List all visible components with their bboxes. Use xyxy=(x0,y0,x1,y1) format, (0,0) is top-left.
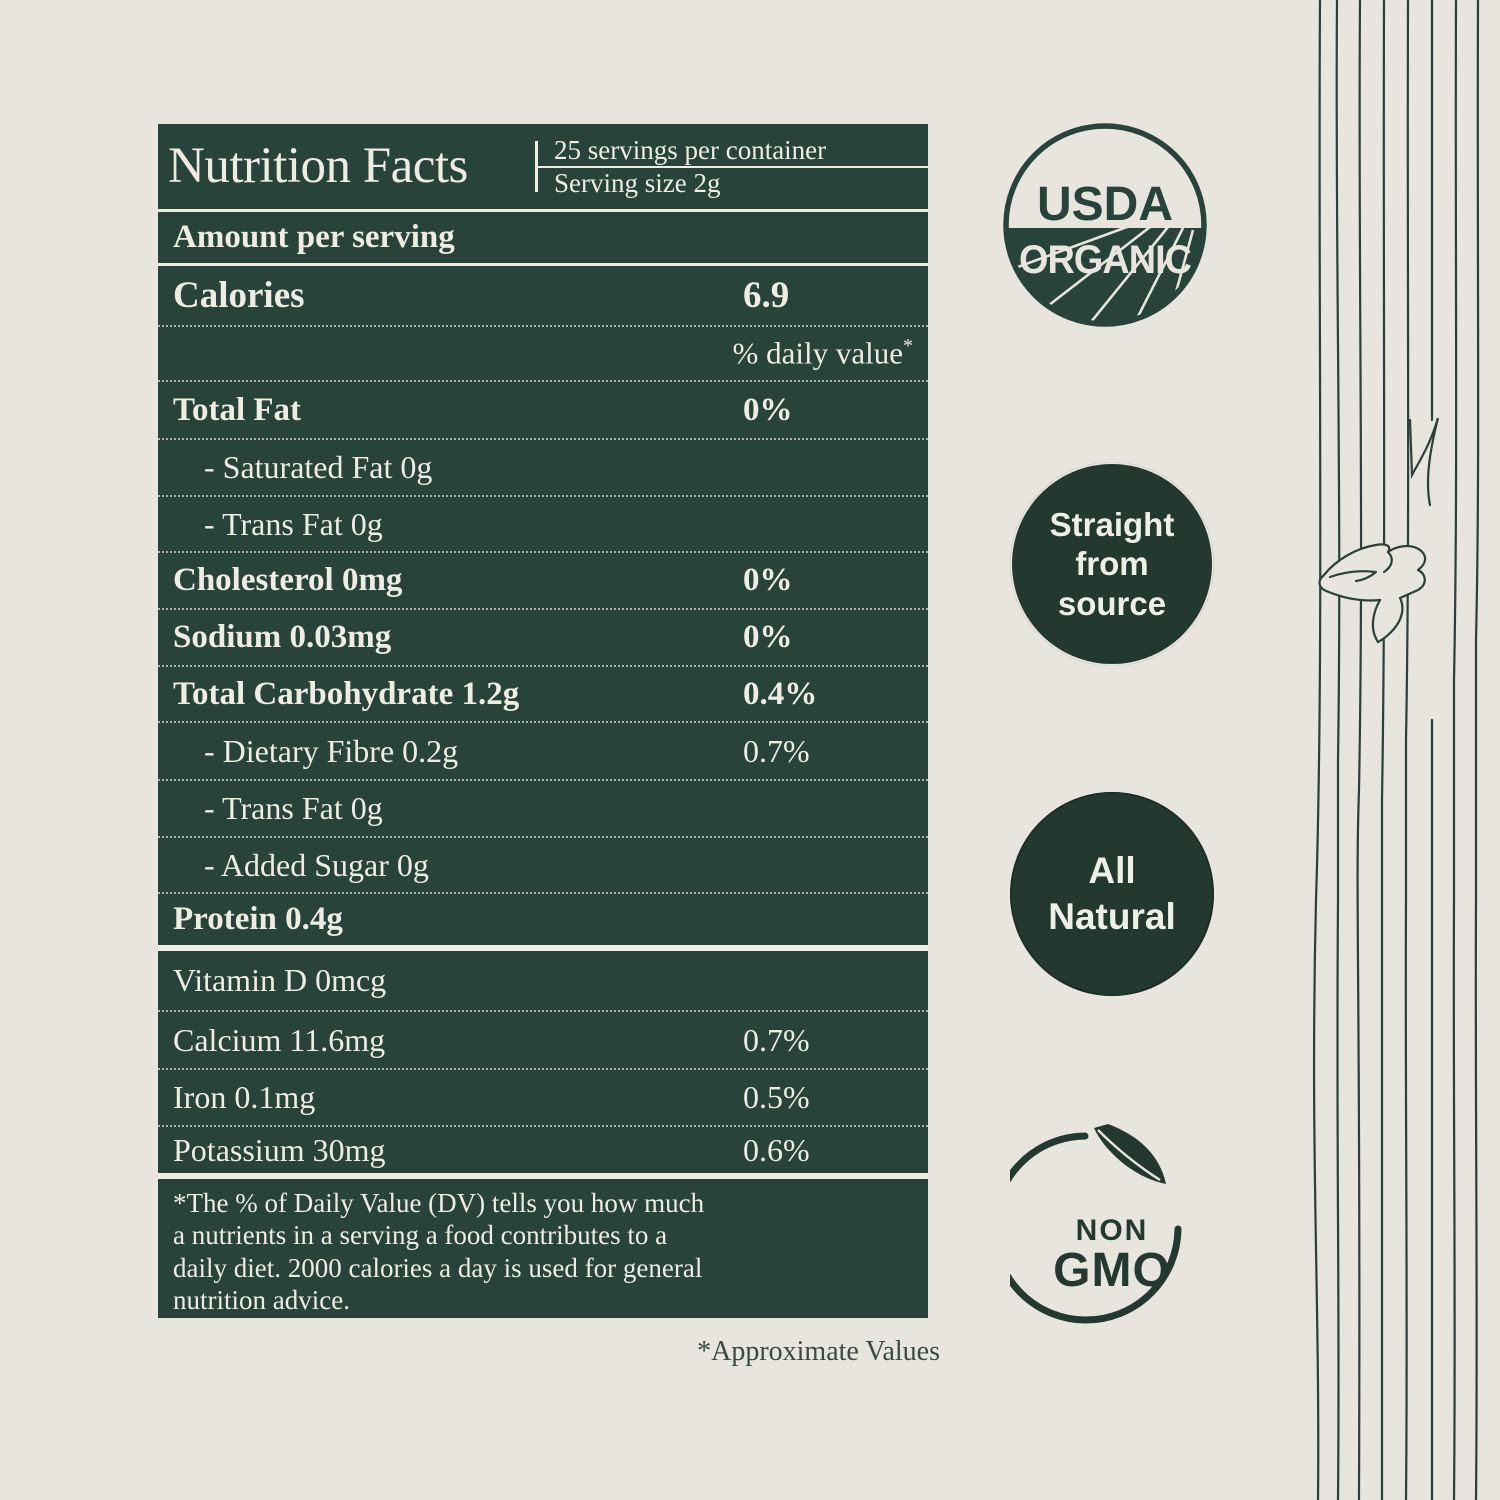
svg-text:USDA: USDA xyxy=(1037,178,1173,231)
svg-text:ORGANIC: ORGANIC xyxy=(1019,238,1191,282)
svg-text:GMO: GMO xyxy=(1053,1244,1171,1297)
svg-text:NON: NON xyxy=(1076,1214,1149,1247)
